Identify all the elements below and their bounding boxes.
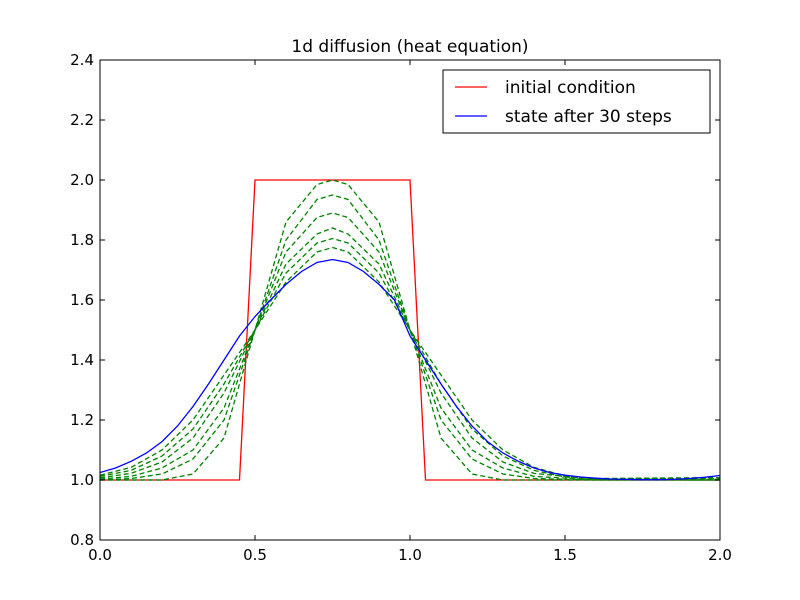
legend-label: state after 30 steps [505, 107, 672, 127]
x-tick-label: 0.0 [88, 546, 112, 564]
series-line-dashed-4 [100, 227, 720, 481]
y-tick-label: 2.4 [70, 51, 94, 69]
series-line-dashed-6 [100, 246, 720, 480]
y-tick-label: 2.0 [70, 171, 94, 189]
y-tick-label: 1.6 [70, 291, 94, 309]
x-tick-label: 2.0 [708, 546, 732, 564]
series-line-final-state [100, 258, 720, 481]
series-line-initial-condition [100, 179, 720, 481]
series-line-dashed-2 [100, 194, 720, 481]
y-tick-label: 1.2 [70, 411, 94, 429]
series-line-dashed-5 [100, 237, 720, 480]
chart-title: 1d diffusion (heat equation) [291, 37, 528, 57]
legend-box [442, 69, 711, 134]
y-tick-label: 2.2 [70, 111, 94, 129]
series-line-dashed-3 [100, 212, 720, 481]
legend: initial condition state after 30 steps [442, 69, 711, 134]
y-tick-label: 1.8 [70, 231, 94, 249]
y-tick-label: 0.8 [70, 531, 94, 549]
x-tick-label: 1.5 [553, 546, 577, 564]
legend-label: initial condition [505, 78, 636, 98]
y-tick-label: 1.0 [70, 471, 94, 489]
x-tick-label: 0.5 [243, 546, 267, 564]
y-tick-label: 1.4 [70, 351, 94, 369]
x-tick-label: 1.0 [398, 546, 422, 564]
